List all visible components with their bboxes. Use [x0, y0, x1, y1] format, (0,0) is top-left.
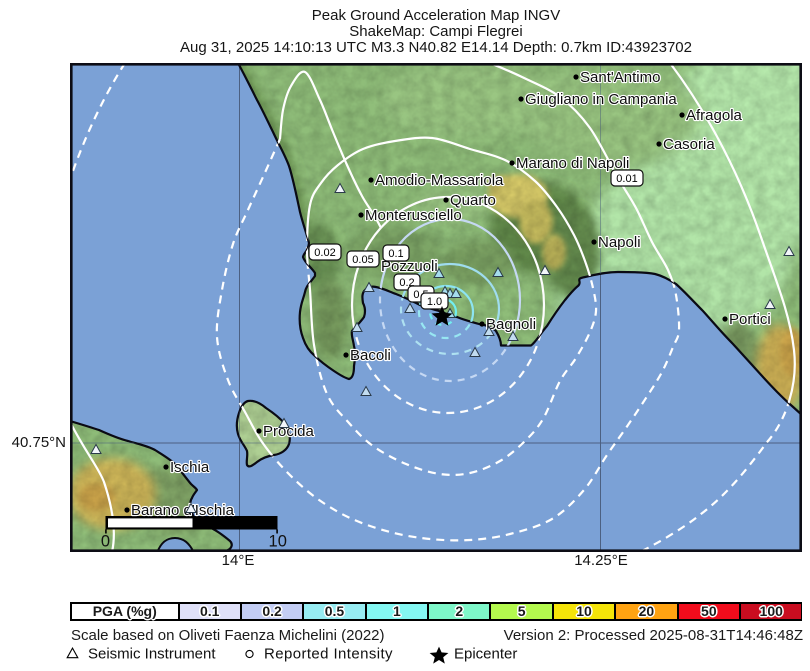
svg-text:Seismic Instrument: Seismic Instrument — [88, 646, 216, 663]
svg-text:Amodio-Massariola: Amodio-Massariola — [375, 172, 504, 189]
svg-text:0.05: 0.05 — [352, 254, 373, 266]
svg-text:Monterusciello: Monterusciello — [365, 207, 462, 224]
svg-text:Reported Intensity: Reported Intensity — [264, 646, 393, 663]
svg-text:Bacoli: Bacoli — [350, 347, 391, 364]
svg-text:Marano di Napoli: Marano di Napoli — [516, 155, 629, 172]
svg-text:1.0: 1.0 — [427, 296, 442, 308]
svg-text:Giugliano in Campania: Giugliano in Campania — [525, 91, 677, 108]
svg-text:Epicenter: Epicenter — [454, 646, 517, 663]
svg-text:10: 10 — [269, 533, 287, 551]
svg-text:Ischia: Ischia — [170, 459, 210, 476]
svg-text:Pozzuoli: Pozzuoli — [381, 258, 438, 275]
svg-text:Procida: Procida — [263, 423, 315, 440]
svg-text:Portici: Portici — [729, 311, 771, 328]
svg-text:0.01: 0.01 — [616, 173, 637, 185]
svg-text:Barano d'Ischia: Barano d'Ischia — [131, 502, 235, 519]
svg-text:Quarto: Quarto — [450, 192, 496, 209]
svg-text:Sant'Antimo: Sant'Antimo — [580, 69, 660, 86]
svg-text:0.1: 0.1 — [388, 248, 403, 260]
svg-text:Napoli: Napoli — [598, 234, 641, 251]
svg-text:0.02: 0.02 — [314, 247, 335, 259]
svg-text:Casoria: Casoria — [663, 136, 715, 153]
svg-text:Bagnoli: Bagnoli — [486, 316, 536, 333]
svg-text:Afragola: Afragola — [686, 107, 743, 124]
svg-text:0: 0 — [101, 533, 110, 551]
